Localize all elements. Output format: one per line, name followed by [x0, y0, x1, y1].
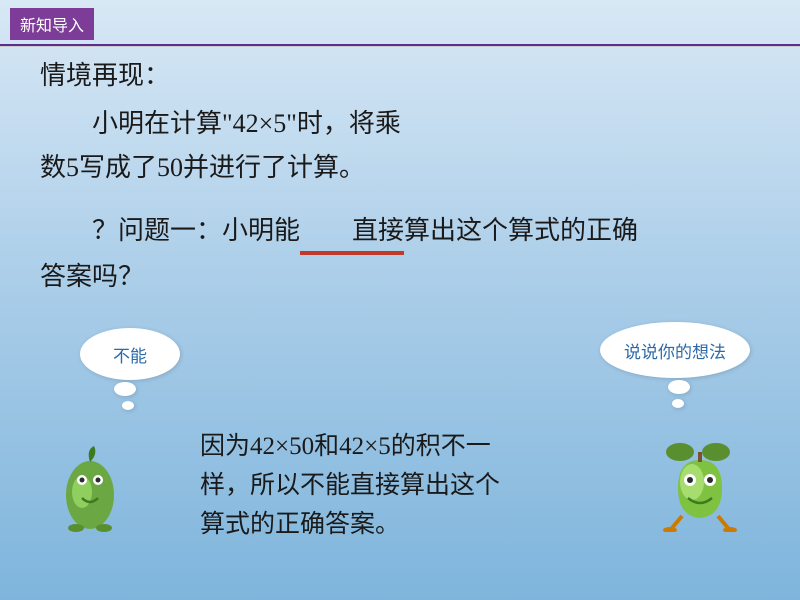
answer-line: 答案吗？: [40, 255, 760, 299]
situation-line-2: 数5写成了50并进行了计算。: [40, 146, 760, 190]
situation-line-1: 小明在计算"42×5"时，将乘: [40, 102, 760, 146]
speech-bubble-left: 不能: [80, 328, 180, 380]
slide-content: 情境再现： 小明在计算"42×5"时，将乘 数5写成了50并进行了计算。 ？问题…: [0, 54, 800, 299]
explain-line-3: 算式的正确答案。: [200, 506, 600, 545]
question-underlined: 直接: [300, 209, 404, 253]
header-divider: [0, 44, 800, 46]
character-right-icon: [658, 438, 742, 532]
situation-title: 情境再现：: [40, 54, 760, 98]
character-left-icon: [48, 440, 132, 534]
explain-line-2: 样，所以不能直接算出这个: [200, 467, 600, 506]
header-tag: 新知导入: [10, 8, 94, 40]
question-prefix: ？问题一：小明能: [92, 216, 300, 245]
bubble-right-text: 说说你的想法: [624, 338, 726, 363]
question-line: ？问题一：小明能直接算出这个算式的正确: [40, 209, 760, 253]
explain-line-1: 因为42×50和42×5的积不一: [200, 428, 600, 467]
speech-bubble-right: 说说你的想法: [600, 322, 750, 378]
explanation-text: 因为42×50和42×5的积不一 样，所以不能直接算出这个 算式的正确答案。: [200, 428, 600, 544]
bubble-left-text: 不能: [113, 342, 147, 367]
question-suffix: 算出这个算式的正确: [404, 216, 638, 245]
